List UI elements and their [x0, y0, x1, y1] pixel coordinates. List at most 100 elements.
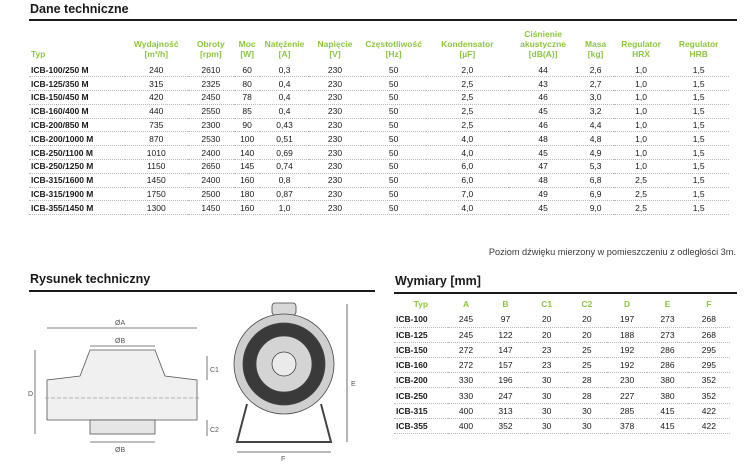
- value-cell: 50: [361, 173, 426, 188]
- mounting-bracket: [235, 403, 333, 443]
- value-cell: 286: [647, 357, 688, 374]
- value-cell: 1300: [124, 200, 188, 216]
- value-cell: 315: [124, 76, 188, 92]
- tech-col-label: Natężenie: [264, 39, 305, 49]
- value-cell: 45: [508, 145, 578, 161]
- value-cell: 2,5: [613, 173, 669, 188]
- dimensions-header-row: Typ A B C1 C2 D E F: [394, 299, 730, 312]
- dim-col-header: D: [624, 299, 631, 309]
- value-cell: 30: [526, 403, 567, 419]
- model-name-cell: ICB-250/1250 M: [29, 159, 125, 174]
- table-row: ICB-355 400 352 30 30 378 415 422: [394, 418, 730, 435]
- tech-data-title: Dane techniczne: [30, 2, 129, 16]
- value-cell: 30: [526, 372, 567, 389]
- value-cell: 0,51: [260, 131, 309, 147]
- value-cell: 50: [361, 187, 426, 202]
- value-cell: 6,8: [577, 173, 614, 188]
- value-cell: 3,2: [577, 104, 614, 119]
- value-cell: 23: [526, 342, 567, 359]
- value-cell: 4,0: [425, 200, 509, 216]
- value-cell: 157: [484, 357, 527, 374]
- tech-col-label: Obroty: [196, 39, 225, 49]
- value-cell: 9,0: [577, 200, 614, 216]
- value-cell: 1,0: [613, 63, 669, 78]
- tech-col-unit: [dB(A)]: [528, 49, 558, 59]
- value-cell: 230: [308, 76, 362, 92]
- dim-col-header: Typ: [413, 299, 429, 309]
- value-cell: 420: [124, 90, 188, 105]
- tech-col-label: Masa: [584, 39, 607, 49]
- table-row: ICB-160/400 M 440 2550 85 0,4 230 50 2,5 45 3,2 1,…: [29, 104, 729, 119]
- label-a: ØA: [115, 320, 125, 327]
- model-name-cell: ICB-200: [394, 372, 448, 389]
- dim-col-header: A: [462, 299, 470, 309]
- value-cell: 160: [234, 173, 261, 188]
- value-cell: 45: [508, 200, 578, 216]
- tech-col-header: Ciśnienie akustyczne [dB(A)]: [509, 29, 578, 63]
- value-cell: 1,0: [613, 104, 669, 119]
- value-cell: 422: [687, 418, 730, 435]
- value-cell: 50: [361, 90, 426, 105]
- value-cell: 272: [447, 342, 485, 359]
- value-cell: 7,0: [425, 187, 509, 202]
- value-cell: 2,7: [577, 76, 614, 92]
- label-c1: C1: [210, 367, 219, 374]
- model-name-cell: ICB-100: [394, 312, 448, 328]
- value-cell: 273: [647, 327, 688, 343]
- fan-housing-outline: [46, 349, 198, 421]
- value-cell: 49: [508, 187, 578, 202]
- value-cell: 2400: [187, 173, 235, 188]
- fan-front-view: [233, 302, 348, 453]
- tech-col-header: Częstotliwość [Hz]: [361, 29, 426, 63]
- value-cell: 440: [124, 104, 188, 119]
- value-cell: 2,5: [425, 76, 509, 92]
- value-cell: 43: [508, 76, 578, 92]
- tech-data-header-row: Typ Wydajność [m³/h] Obroty [rpm] Moc [W] Natęż…: [29, 29, 729, 63]
- value-cell: 50: [361, 145, 426, 161]
- dim-col-header: B: [502, 299, 509, 309]
- table-row: ICB-250 330 247 30 28 227 380 352: [394, 387, 730, 404]
- table-row: ICB-160 272 157 23 25 192 286 295: [394, 357, 730, 374]
- dim-col-header: C1: [541, 299, 553, 309]
- value-cell: 2610: [187, 63, 235, 78]
- value-cell: 2650: [187, 159, 235, 174]
- tech-col-unit: HRX: [632, 49, 651, 59]
- value-cell: 50: [361, 104, 426, 119]
- label-b: ØB: [115, 338, 125, 345]
- tech-col-header: Moc [W]: [234, 29, 260, 63]
- value-cell: 145: [234, 159, 261, 174]
- model-name-cell: ICB-125/350 M: [29, 76, 125, 92]
- model-name-cell: ICB-315/1600 M: [29, 173, 125, 188]
- table-row: ICB-315 400 313 30 30 285 415 422: [394, 403, 730, 419]
- value-cell: 0,69: [260, 145, 309, 161]
- value-cell: 122: [484, 327, 527, 343]
- tech-col-label: Regulator: [678, 39, 719, 49]
- table-row: ICB-150/450 M 420 2450 78 0,4 230 50 2,5 46 3,0 1,…: [29, 90, 729, 105]
- model-name-cell: ICB-355/1450 M: [29, 200, 125, 216]
- value-cell: 1450: [187, 200, 235, 216]
- value-cell: 188: [606, 327, 648, 343]
- tech-col-unit: [rpm]: [199, 49, 222, 59]
- value-cell: 1,0: [613, 159, 669, 174]
- label-b-bottom: ØB: [115, 447, 125, 454]
- value-cell: 380: [647, 372, 688, 389]
- model-name-cell: ICB-100/250 M: [29, 63, 125, 78]
- value-cell: 230: [308, 200, 362, 216]
- value-cell: 50: [361, 118, 426, 133]
- tech-data-table: Typ Wydajność [m³/h] Obroty [rpm] Moc [W] Natęż…: [29, 29, 729, 216]
- model-name-cell: ICB-150/450 M: [29, 90, 125, 105]
- dim-col-header: E: [664, 299, 671, 309]
- value-cell: 1,5: [668, 76, 729, 92]
- value-cell: 1,5: [668, 63, 729, 78]
- value-cell: 30: [526, 418, 567, 435]
- value-cell: 415: [647, 418, 688, 435]
- drawing-title: Rysunek techniczny: [30, 272, 151, 286]
- value-cell: 2450: [187, 90, 235, 105]
- value-cell: 1,5: [668, 90, 729, 105]
- table-row: ICB-100 245 97 20 20 197 273 268: [394, 312, 730, 328]
- table-row: ICB-355/1450 M 1300 1450 160 1,0 230 50 4,0 45 9,…: [29, 200, 729, 216]
- dimensions-title: Wymiary [mm]: [395, 274, 481, 288]
- value-cell: 28: [566, 372, 607, 389]
- value-cell: 0,4: [260, 90, 309, 105]
- dimensions-rule: [394, 292, 737, 294]
